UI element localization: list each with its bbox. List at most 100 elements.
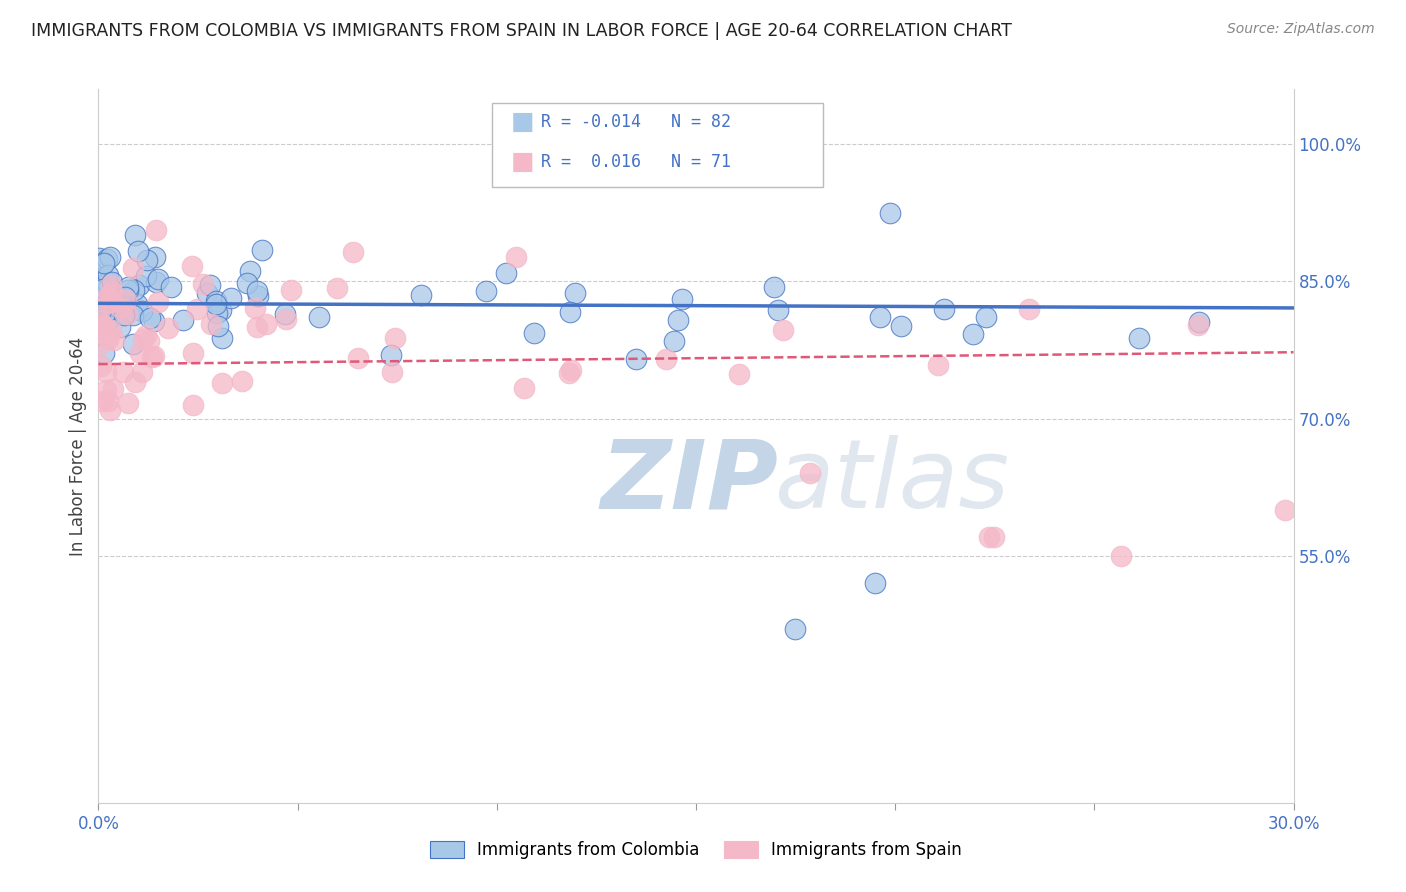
Point [93, 346, 115, 360]
Point [772, 323, 794, 337]
Point [662, 334, 685, 348]
Point [927, 358, 949, 372]
Point [276, 312, 298, 326]
Point [564, 286, 586, 301]
Point [1274, 503, 1296, 517]
Point [97, 296, 120, 310]
Point [97, 268, 120, 283]
Point [98, 251, 121, 265]
Point [974, 310, 997, 324]
Point [87, 313, 110, 327]
Point [558, 305, 581, 319]
Point [326, 281, 349, 295]
Point [211, 330, 233, 344]
Point [94, 365, 117, 379]
Point [91, 318, 114, 332]
Point [90, 300, 112, 314]
Point [728, 367, 751, 381]
Point [122, 260, 145, 275]
Point [96, 252, 118, 267]
Point [505, 250, 527, 264]
Point [114, 290, 136, 304]
Point [93, 285, 115, 299]
Point [671, 292, 693, 306]
Point [115, 307, 138, 321]
Text: ZIP: ZIP [600, 435, 779, 528]
Point [1111, 549, 1133, 563]
Point [983, 531, 1005, 545]
Point [141, 350, 163, 364]
Point [513, 381, 536, 395]
Point [108, 319, 131, 334]
Point [799, 467, 821, 481]
Point [962, 327, 984, 342]
Point [193, 277, 215, 292]
Point [93, 291, 115, 305]
Point [523, 326, 546, 340]
Point [1018, 301, 1040, 316]
Point [246, 284, 269, 298]
Point [183, 346, 205, 360]
Point [145, 223, 167, 237]
Point [156, 321, 179, 335]
Point [114, 293, 136, 307]
Point [124, 376, 146, 390]
Point [148, 294, 170, 309]
Point [98, 311, 121, 326]
Point [98, 403, 121, 417]
Point [219, 291, 242, 305]
Point [766, 302, 789, 317]
Point [211, 376, 233, 391]
Point [1188, 315, 1211, 329]
Point [110, 294, 132, 309]
Text: R =  0.016   N = 71: R = 0.016 N = 71 [541, 153, 731, 171]
Point [247, 289, 270, 303]
Point [666, 312, 689, 326]
Point [342, 245, 364, 260]
Point [200, 317, 222, 331]
Point [87, 338, 110, 352]
Point [624, 351, 647, 366]
Point [409, 288, 432, 302]
Point [655, 352, 678, 367]
Point [138, 334, 160, 349]
Point [96, 275, 118, 289]
Point [250, 244, 273, 258]
Point [280, 283, 302, 297]
Point [246, 319, 269, 334]
Point [89, 273, 111, 287]
Point [181, 398, 204, 412]
Point [90, 303, 112, 318]
Point [131, 365, 153, 379]
Point [111, 365, 134, 379]
Point [96, 290, 118, 304]
Text: IMMIGRANTS FROM COLOMBIA VS IMMIGRANTS FROM SPAIN IN LABOR FORCE | AGE 20-64 COR: IMMIGRANTS FROM COLOMBIA VS IMMIGRANTS F… [31, 22, 1012, 40]
Point [1187, 318, 1209, 333]
Point [135, 268, 157, 283]
Point [763, 280, 786, 294]
Point [124, 228, 146, 243]
Point [90, 359, 112, 373]
Point [143, 250, 166, 264]
Point [890, 318, 912, 333]
Point [474, 284, 496, 298]
Point [132, 332, 155, 346]
Point [100, 278, 122, 293]
Point [103, 382, 125, 396]
Point [160, 280, 183, 294]
Point [103, 333, 125, 347]
Point [186, 301, 208, 316]
Point [91, 282, 114, 296]
Point [128, 278, 150, 293]
Text: ■: ■ [510, 111, 534, 134]
Point [869, 310, 891, 324]
Point [254, 318, 277, 332]
Point [121, 308, 143, 322]
Point [207, 319, 229, 334]
Point [90, 300, 112, 314]
Point [197, 285, 219, 300]
Point [560, 363, 582, 377]
Point [783, 622, 806, 636]
Point [148, 271, 170, 285]
Point [209, 302, 232, 317]
